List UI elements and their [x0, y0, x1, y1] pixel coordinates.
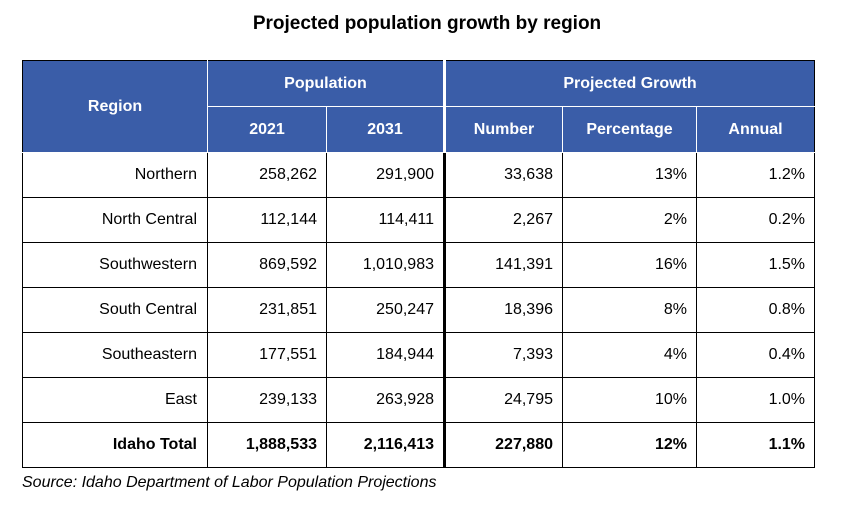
table-title: Projected population growth by region — [252, 13, 602, 34]
cell-2031: 2,116,413 — [326, 422, 445, 468]
header-percentage: Percentage — [562, 106, 697, 153]
cell-2021: 869,592 — [207, 242, 327, 288]
header-2031: 2031 — [326, 106, 445, 153]
header-population: Population — [207, 60, 445, 107]
source-note: Source: Idaho Department of Labor Popula… — [22, 474, 437, 491]
cell-2021: 177,551 — [207, 332, 327, 378]
cell-2021: 239,133 — [207, 377, 327, 423]
table-row: South Central 231,851 250,247 18,396 8% … — [22, 287, 816, 333]
cell-annual: 0.4% — [695, 332, 816, 378]
cell-percentage: 12% — [562, 422, 697, 468]
cell-2021: 258,262 — [207, 152, 327, 198]
cell-region: Southwestern — [22, 242, 208, 288]
header-region: Region — [22, 60, 208, 153]
cell-number: 24,795 — [443, 377, 563, 423]
cell-annual: 0.2% — [695, 197, 816, 243]
cell-2031: 291,900 — [326, 152, 445, 198]
cell-percentage: 13% — [562, 152, 697, 198]
cell-number: 2,267 — [443, 197, 563, 243]
table-row: East 239,133 263,928 24,795 10% 1.0% — [22, 377, 816, 423]
cell-number: 18,396 — [443, 287, 563, 333]
table-row: Southwestern 869,592 1,010,983 141,391 1… — [22, 242, 816, 288]
header-annual: Annual — [695, 106, 816, 153]
header-2021: 2021 — [207, 106, 327, 153]
cell-2031: 263,928 — [326, 377, 445, 423]
cell-percentage: 2% — [562, 197, 697, 243]
population-table: Region Population Projected Growth 2021 … — [22, 60, 816, 468]
cell-percentage: 8% — [562, 287, 697, 333]
cell-percentage: 16% — [562, 242, 697, 288]
cell-2031: 250,247 — [326, 287, 445, 333]
cell-annual: 1.5% — [695, 242, 816, 288]
cell-region: South Central — [22, 287, 208, 333]
table-row: Southeastern 177,551 184,944 7,393 4% 0.… — [22, 332, 816, 378]
cell-number: 33,638 — [443, 152, 563, 198]
cell-number: 227,880 — [443, 422, 563, 468]
cell-region: East — [22, 377, 208, 423]
cell-number: 141,391 — [443, 242, 563, 288]
header-projected-growth: Projected Growth — [442, 60, 816, 107]
table-row: Northern 258,262 291,900 33,638 13% 1.2% — [22, 152, 816, 198]
cell-region: Northern — [22, 152, 208, 198]
cell-region: Idaho Total — [22, 422, 208, 468]
cell-2021: 1,888,533 — [207, 422, 327, 468]
cell-2021: 112,144 — [207, 197, 327, 243]
total-row: Idaho Total 1,888,533 2,116,413 227,880 … — [22, 422, 816, 468]
cell-annual: 1.1% — [695, 422, 816, 468]
cell-annual: 0.8% — [695, 287, 816, 333]
table-row: North Central 112,144 114,411 2,267 2% 0… — [22, 197, 816, 243]
cell-region: Southeastern — [22, 332, 208, 378]
cell-2031: 184,944 — [326, 332, 445, 378]
cell-percentage: 10% — [562, 377, 697, 423]
cell-2021: 231,851 — [207, 287, 327, 333]
cell-annual: 1.2% — [695, 152, 816, 198]
cell-2031: 114,411 — [326, 197, 445, 243]
cell-number: 7,393 — [443, 332, 563, 378]
header-number: Number — [443, 106, 563, 153]
cell-annual: 1.0% — [695, 377, 816, 423]
cell-2031: 1,010,983 — [326, 242, 445, 288]
cell-percentage: 4% — [562, 332, 697, 378]
cell-region: North Central — [22, 197, 208, 243]
